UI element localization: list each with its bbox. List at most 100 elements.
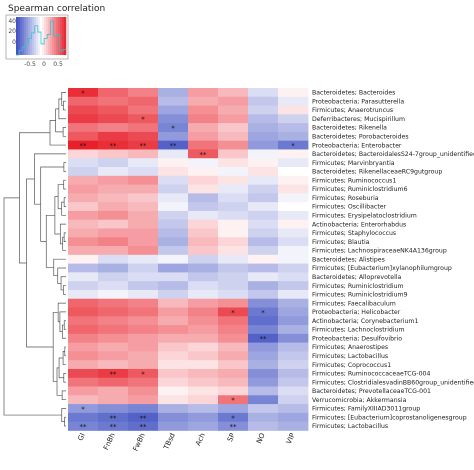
heatmap-cell <box>98 421 129 431</box>
heatmap-cell <box>188 158 219 168</box>
gradient-step <box>36 17 39 55</box>
heatmap-cell <box>248 263 279 273</box>
heatmap-cell <box>68 272 99 282</box>
heatmap-cell <box>98 88 129 98</box>
heatmap-cell <box>98 412 129 423</box>
gradient-step <box>28 17 31 55</box>
heatmap-cell <box>158 140 189 150</box>
heatmap-cell <box>98 167 129 177</box>
row-label: Firmicutes; Ruminiclostridium9 <box>312 292 408 299</box>
significance-mark: ** <box>110 142 118 150</box>
heatmap-cell <box>98 114 129 124</box>
heatmap-cell <box>248 272 279 282</box>
dendrogram-branch <box>19 132 50 264</box>
column-label: VIP <box>285 432 297 445</box>
heatmap-cell <box>278 325 309 335</box>
heatmap-cell <box>68 114 99 124</box>
row-label: Proteobacteria; Enterobacter <box>312 142 402 149</box>
heatmap-cell <box>278 316 309 326</box>
dendrogram-branch <box>34 153 66 205</box>
heatmap-cell <box>158 333 189 344</box>
heatmap-cell <box>218 131 249 142</box>
heatmap-cell <box>188 368 219 379</box>
gradient-step <box>56 17 59 55</box>
heatmap-cell <box>68 88 99 98</box>
heatmap-cell <box>278 193 309 203</box>
heatmap-cell <box>68 289 99 300</box>
significance-mark: * <box>171 125 175 133</box>
heatmap-cell <box>158 404 189 414</box>
heatmap-cell <box>248 395 279 405</box>
dendrogram-branch <box>3 197 62 416</box>
heatmap-cell <box>128 105 159 115</box>
heatmap-cell <box>188 228 219 238</box>
heatmap-cell <box>68 158 99 168</box>
heatmap-cell <box>188 316 219 326</box>
dendrogram-branch <box>56 367 63 396</box>
row-label: Firmicutes; Lactobacillus <box>312 423 388 430</box>
heatmap-cell <box>248 289 279 300</box>
gradient-step <box>42 17 45 55</box>
gradient-step <box>62 17 65 55</box>
heatmap-cell <box>68 167 99 177</box>
heatmap-cell <box>158 254 189 264</box>
heatmap-cell <box>218 105 249 115</box>
significance-mark: ** <box>170 142 178 150</box>
gradient-step <box>18 17 21 55</box>
heatmap-cell <box>158 342 189 352</box>
heatmap-cell <box>278 281 309 291</box>
heatmap-cell <box>278 351 309 361</box>
gradient-step <box>64 17 67 55</box>
heatmap-cell <box>68 342 99 352</box>
heatmap-cell <box>128 395 159 405</box>
heatmap-cells <box>68 88 309 431</box>
dendrogram-branch <box>61 201 66 216</box>
heatmap-cell <box>98 149 129 159</box>
heatmap-cell <box>188 175 219 185</box>
heatmap-cell <box>218 88 249 98</box>
heatmap-cell <box>98 342 129 352</box>
heatmap-cell <box>158 377 189 387</box>
heatmap-cell <box>188 421 219 431</box>
gradient-step <box>50 17 53 55</box>
heatmap-cell <box>98 123 129 133</box>
heatmap-cell <box>248 307 279 317</box>
heatmap-cell <box>128 88 159 98</box>
heatmap-cell <box>278 333 309 344</box>
heatmap-cell <box>278 298 309 308</box>
color-tick-label: 0 <box>42 61 46 68</box>
heatmap-cell <box>188 263 219 273</box>
heatmap-cell <box>278 237 309 247</box>
heatmap-cell <box>248 114 279 124</box>
heatmap-cell <box>188 254 219 264</box>
significance-mark: * <box>261 309 265 317</box>
heatmap-cell <box>128 237 159 247</box>
gradient-step <box>22 17 25 55</box>
heatmap-cell <box>188 298 219 308</box>
row-label: Bacteroidetes; Alistipes <box>312 256 385 263</box>
gradient-step <box>16 17 19 55</box>
heatmap-cell <box>158 193 189 203</box>
row-label: Verrucomicrobia; Akkermansia <box>312 397 407 404</box>
heatmap-cell <box>128 131 159 142</box>
heatmap-cell <box>278 202 309 212</box>
row-label: Firmicutes; Faecalibaculum <box>312 300 396 307</box>
heatmap-cell <box>248 175 279 185</box>
heatmap-cell <box>188 342 219 352</box>
dendrogram-branch <box>55 108 64 133</box>
heatmap-cell <box>248 210 279 221</box>
heatmap-cell <box>158 281 189 291</box>
heatmap-cell <box>248 96 279 106</box>
dendrogram-branch <box>63 285 66 295</box>
gradient-step <box>26 17 29 55</box>
heatmap-cell <box>68 202 99 212</box>
heatmap-cell <box>158 167 189 177</box>
heatmap-cell <box>158 386 189 396</box>
row-label: Firmicutes; Lactobacillus <box>312 353 388 360</box>
row-label: Firmicutes; Ruminiclostridium <box>312 283 404 290</box>
heatmap-cell <box>218 298 249 308</box>
heatmap-cell <box>218 140 249 150</box>
column-label: NO <box>255 431 267 445</box>
heatmap-cell <box>68 254 99 264</box>
heatmap-cell <box>158 307 189 317</box>
